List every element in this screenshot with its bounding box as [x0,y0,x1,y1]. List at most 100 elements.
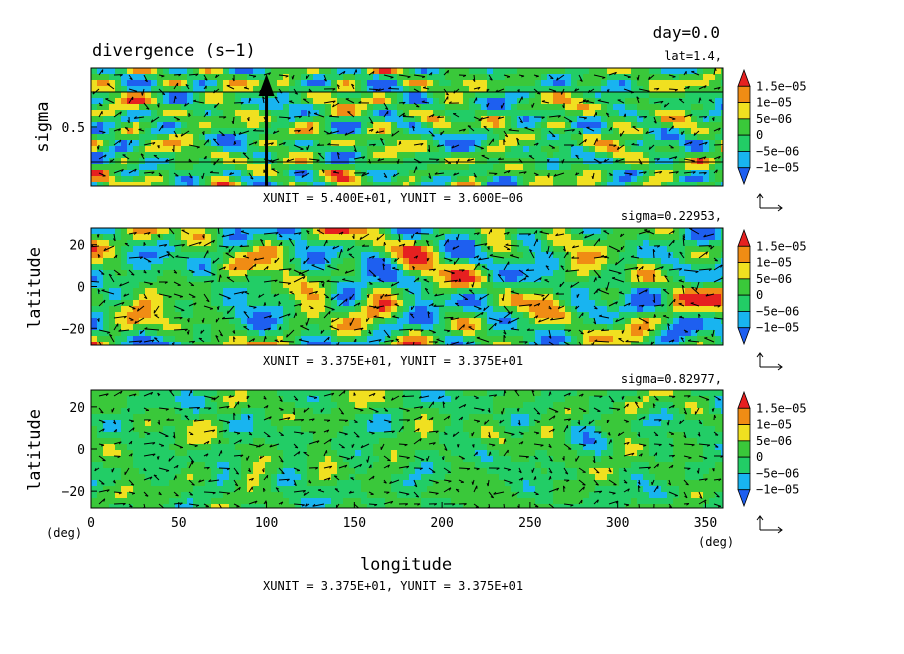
contour-cell [505,276,512,283]
contour-cell [391,234,398,241]
contour-cell [247,110,254,117]
contour-cell [217,330,224,337]
contour-cell [565,318,572,325]
contour-cell [685,86,692,93]
contour-cell [115,252,122,259]
contour-cell [103,122,110,129]
contour-cell [205,228,212,235]
wind-vector [587,329,595,334]
contour-cell [181,330,188,337]
wind-vector [338,298,348,307]
contour-cell [277,342,284,345]
contour-cell [121,170,128,177]
contour-cell [379,336,386,343]
contour-cell [631,240,638,247]
wind-vector [394,257,400,263]
contour-cell [691,336,698,343]
contour-cell [283,258,290,265]
contour-cell [595,116,602,123]
contour-cell [541,182,548,186]
contour-cell [145,234,152,241]
contour-cell [223,246,230,253]
contour-cell [505,152,512,159]
wind-vector [411,233,415,239]
contour-cell [259,330,266,337]
contour-cell [607,336,614,343]
contour-cell [697,288,704,295]
contour-cell [163,246,170,253]
contour-cell [499,140,506,147]
contour-cell [505,234,512,241]
contour-cell [325,110,332,117]
contour-cell [685,240,692,247]
wind-vector [586,126,595,132]
contour-cell [529,92,536,99]
contour-cell [235,318,242,325]
contour-cell [439,140,446,147]
wind-vector [221,316,235,320]
wind-vector [228,245,235,253]
contour-cell [493,176,500,183]
contour-cell [505,258,512,265]
contour-cell [235,164,242,171]
contour-cell [505,288,512,295]
contour-cell [181,300,188,307]
contour-cell [283,158,290,165]
contour-cell [703,288,710,295]
contour-cell [505,240,512,247]
contour-cell [493,152,500,159]
contour-cell [433,122,440,129]
contour-cell [535,228,542,235]
contour-cell [661,92,668,99]
contour-cell [589,98,596,105]
contour-cell [715,234,722,241]
contour-cell [397,116,404,123]
contour-cell [361,270,368,277]
contour-cell [247,342,254,345]
wind-vector [578,116,588,120]
contour-cell [325,128,332,135]
contour-cell [241,228,248,235]
contour-cell [535,158,542,165]
wind-vector [678,98,685,104]
contour-cell [637,140,644,147]
wind-vector [119,281,130,287]
wind-vector [113,168,124,174]
contour-cell [685,80,692,87]
contour-cell [241,116,248,123]
contour-cell [583,252,590,259]
contour-cell [193,330,200,337]
contour-cell [373,116,380,123]
contour-cell [637,80,644,87]
contour-cell [295,140,302,147]
contour-cell [559,240,566,247]
wind-vector [402,114,415,118]
contour-cell [187,270,194,277]
contour-cell [313,140,320,147]
contour-cell [415,146,422,153]
contour-cell [139,110,146,117]
contour-cell [517,134,524,141]
contour-cell [187,86,194,93]
contour-cell [205,264,212,271]
wind-vector [97,253,101,259]
contour-cell [619,294,626,301]
contour-cell [373,282,380,289]
contour-cell [541,122,548,129]
contour-cell [391,122,398,129]
contour-cell [211,116,218,123]
contour-cell [619,68,626,75]
contour-cell [499,170,506,177]
contour-cell [439,134,446,141]
contour-cell [487,282,494,289]
contour-cell [397,74,404,81]
contour-cell [193,312,200,319]
contour-cell [589,80,596,87]
contour-cell [715,146,722,153]
wind-vector [409,313,415,319]
contour-cell [703,270,710,277]
wind-vector [636,74,640,81]
contour-cell [679,258,686,265]
contour-cell [679,228,686,235]
wind-vector [153,337,160,343]
